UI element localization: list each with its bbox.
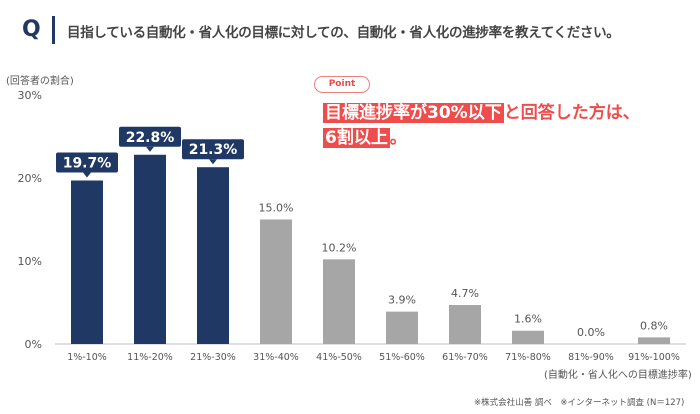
title-divider	[52, 16, 55, 44]
y-tick-label: 20%	[18, 172, 42, 185]
highlight-1: 目標進捗率が30%以下	[323, 103, 504, 123]
data-label: 4.7%	[451, 287, 479, 300]
data-label: 19.7%	[63, 155, 112, 171]
data-label: 3.9%	[388, 294, 416, 307]
q-label: Q	[22, 17, 41, 42]
x-tick-label: 91%-100%	[628, 352, 680, 363]
x-tick-label: 71%-80%	[505, 352, 551, 363]
data-label: 1.6%	[514, 313, 542, 326]
data-label: 15.0%	[259, 202, 294, 215]
text-2: 。	[389, 128, 407, 148]
bar	[260, 219, 292, 344]
data-label: 0.0%	[577, 326, 605, 339]
data-label-bubble	[119, 126, 181, 147]
text-1: と回答した方は、	[503, 103, 640, 123]
bar	[638, 337, 670, 344]
data-label: 22.8%	[126, 130, 175, 146]
source-note: ※株式会社山善 調べ ※インターネット調査 (N＝127)	[474, 398, 685, 408]
data-label: 0.8%	[640, 319, 668, 332]
bar	[323, 259, 355, 344]
data-label: 10.2%	[322, 241, 357, 254]
data-label-bubble	[182, 139, 244, 160]
x-axis-label: (自動化・省人化への目標進捗率)	[544, 370, 692, 381]
highlight-2: 6割以上	[323, 128, 390, 148]
x-tick-label: 11%-20%	[127, 352, 173, 363]
bar	[449, 304, 481, 344]
x-tick-label: 21%-30%	[190, 352, 236, 363]
data-label: 21.3%	[189, 142, 238, 158]
x-tick-label: 1%-10%	[67, 352, 107, 363]
bar	[134, 154, 166, 344]
data-label-pointer	[209, 159, 217, 165]
data-label-bubble	[56, 152, 118, 173]
y-tick-label: 0%	[25, 338, 42, 351]
x-tick-label: 51%-60%	[379, 352, 425, 363]
point-badge: Point	[314, 76, 370, 93]
x-tick-label: 61%-70%	[442, 352, 488, 363]
bar	[71, 180, 103, 344]
y-tick-label: 30%	[18, 89, 42, 102]
question-title: 目指している自動化・省人化の目標に対しての、自動化・省人化の進捗率を教えてくださ…	[67, 25, 620, 41]
data-label-pointer	[83, 172, 91, 178]
bar	[386, 311, 418, 344]
bar	[512, 330, 544, 344]
x-tick-label: 31%-40%	[253, 352, 299, 363]
point-highlight-text: 目標進捗率が30%以下 と回答した方は、 6割以上。	[323, 101, 640, 151]
y-axis-label: (回答者の割合)	[6, 76, 74, 87]
data-label-pointer	[146, 146, 154, 152]
bar	[197, 167, 229, 344]
x-tick-label: 81%-90%	[568, 352, 614, 363]
x-tick-label: 41%-50%	[316, 352, 362, 363]
y-tick-label: 10%	[18, 255, 42, 268]
